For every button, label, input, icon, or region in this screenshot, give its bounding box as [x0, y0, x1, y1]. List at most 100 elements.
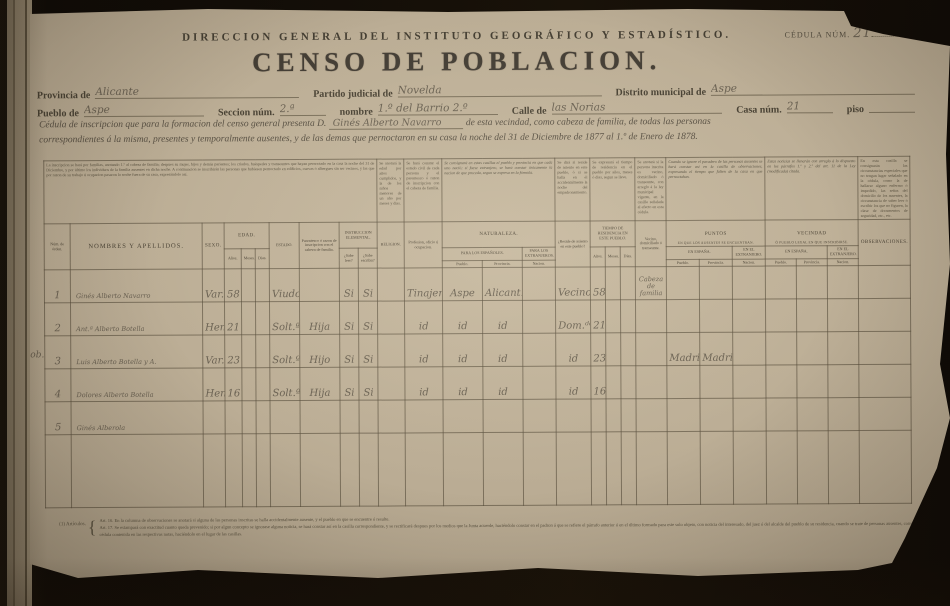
cell-nat_prov: id [482, 300, 523, 334]
instruction-block: La inscripcion se hará por familias, ano… [43, 159, 378, 224]
col-vecindad-extranjero: EN EL EXTRANJERO. [827, 245, 859, 259]
field-row-province: Provincia de Alicante Partido judicial d… [37, 81, 929, 101]
margin-annotation: ob. [30, 350, 45, 361]
cell-dias [255, 302, 270, 336]
cell-sexo [203, 401, 226, 435]
partido-value: Novelda [397, 83, 602, 98]
cell-reside: id [555, 366, 592, 400]
col-pe-nacion: Nacion. [732, 258, 766, 267]
cell-pe_prov [700, 398, 734, 432]
cell-pe_pueblo [666, 365, 701, 399]
instruction-block: Se hará constar el estado civil de cada … [403, 158, 443, 222]
census-sheet: DIRECCION GENERAL DEL INSTITUTO GEOGRÁFI… [30, 9, 950, 578]
col-sexo: SEXO. [202, 222, 225, 270]
col-sabe-leer: ¿Sabe leer? [339, 248, 359, 269]
cell-ve_pueblo [765, 266, 797, 300]
cell-dias [256, 401, 271, 435]
col-religion: RELIGION. [377, 221, 405, 269]
cell-pe_nacion [732, 299, 766, 333]
cedula-number-field: CÉDULA NÚM. 21 [785, 26, 935, 42]
cell-condicion [635, 299, 667, 334]
cell-leer: Si [339, 301, 359, 335]
cell-num: 3 [44, 336, 71, 370]
census-table: La inscripcion se hará por familias, ano… [43, 156, 912, 509]
cell-religion [377, 334, 405, 368]
cell-nat_nacion [522, 267, 556, 301]
col-pe-provincia: Provincia. [699, 258, 733, 267]
cell-res_meses [605, 366, 622, 400]
cell-nombre: Ginés Alberto Navarro [70, 269, 203, 304]
cell-obs [859, 397, 912, 431]
cell-ve_prov [796, 365, 829, 399]
cell-nombre: Luis Alberto Botella y A. [70, 335, 203, 370]
cell-pe_prov: Madrid [699, 332, 733, 366]
cell-ve_nacion [827, 298, 859, 333]
cell-meses [241, 368, 257, 402]
cell-res_dias [620, 300, 636, 334]
cell-condicion [635, 365, 668, 400]
instruction-block: Se anotará si la persona inscrita es vec… [634, 157, 667, 221]
col-profesion: Profesion, oficio ú ocupacion. [404, 221, 443, 269]
inscription-paragraph: Cédula de inscripcion que para la formac… [39, 116, 711, 146]
col-edad: EDAD. [224, 222, 270, 249]
cell-ve_nacion [828, 397, 860, 432]
cell-res_meses [606, 399, 622, 433]
cell-pe_prov [699, 299, 733, 333]
cell-estado [270, 400, 301, 435]
head-of-family-name: Ginés Alberto Navarro [328, 117, 464, 130]
pueblo-value: Aspe [83, 103, 204, 118]
cell-res_anos: 23 [590, 333, 606, 367]
cell-pe_nacion [733, 398, 767, 432]
cell-nat_pueblo: id [442, 300, 483, 335]
distrito-value: Aspe [710, 81, 915, 96]
col-edad-dias: Dias. [255, 248, 270, 270]
cell-ve_nacion [827, 331, 859, 366]
col-tiempo-residencia: TIEMPO DE RESIDENCIA EN ESTE PUEBLO. [590, 220, 636, 247]
cell-res_meses [605, 300, 621, 334]
cell-reside [556, 399, 592, 433]
cell-religion [377, 301, 405, 335]
col-res-anos: Años. [590, 246, 606, 268]
cell-estado: Solt.ª [269, 301, 300, 336]
instruction-block: En esta casilla se consignarán las circu… [857, 156, 911, 220]
cell-res_meses [605, 333, 621, 367]
cell-nombre: Ginés Alberola [71, 401, 204, 436]
cell-ve_nacion [827, 364, 860, 399]
col-para-espanoles: PARA LOS ESPAÑOLES. [442, 247, 523, 261]
cell-res_dias [621, 399, 637, 433]
cell-nat_nacion [522, 300, 556, 334]
cell-meses [241, 335, 256, 369]
col-nat-provincia: Provincia. [482, 259, 523, 268]
cell-ve_prov [796, 332, 828, 366]
cell-ve_pueblo [765, 365, 798, 399]
table-body: 1 Ginés Alberto Navarro Var. 58 Viudo Si Si Tin… [44, 265, 912, 509]
cell-nat_pueblo [443, 399, 484, 434]
footnote-label: (1) Artículos. [59, 522, 86, 528]
instruction-block: Cuando se ignore el paradero de las pers… [665, 157, 766, 221]
col-instruccion: INSTRUCCION ELEMENTAL. [339, 222, 378, 249]
cell-escribir: Si [358, 367, 379, 401]
col-puntos-espana: EN ESPAÑA. [666, 246, 733, 260]
cell-sexo: Var. [202, 335, 225, 369]
cell-estado: Solt.ª [269, 367, 301, 402]
cell-ve_pueblo [766, 398, 798, 432]
nombre-seccion-value: 1.º del Barrio 2.º [377, 101, 498, 116]
footnotes: (1) Artículos. { Art. 16. En la columna … [59, 514, 950, 539]
cell-profesion: Tinajero [404, 268, 443, 302]
cell-ve_pueblo [765, 299, 797, 333]
cedula-label: CÉDULA NÚM. [784, 30, 851, 40]
cell-nat_prov: Alicant. [482, 267, 523, 301]
cell-dias [255, 368, 271, 402]
col-nat-pueblo: Pueblo. [442, 260, 483, 269]
cell-reside: id [555, 333, 591, 367]
cell-estado: Solt.º [269, 334, 300, 369]
footnote-brace: { [87, 517, 97, 538]
cell-res_anos [591, 399, 607, 433]
cell-meses [241, 302, 256, 336]
instructions-band: La inscripcion se hará por familias, ano… [43, 156, 911, 224]
table-row: 3 Luis Alberto Botella y A. Var. 23 Solt.º Hi… [44, 331, 911, 370]
cell-religion [377, 268, 405, 302]
cell-nat_nacion [523, 399, 557, 433]
cell-sexo: Var. [202, 269, 225, 303]
cell-obs [858, 265, 911, 299]
